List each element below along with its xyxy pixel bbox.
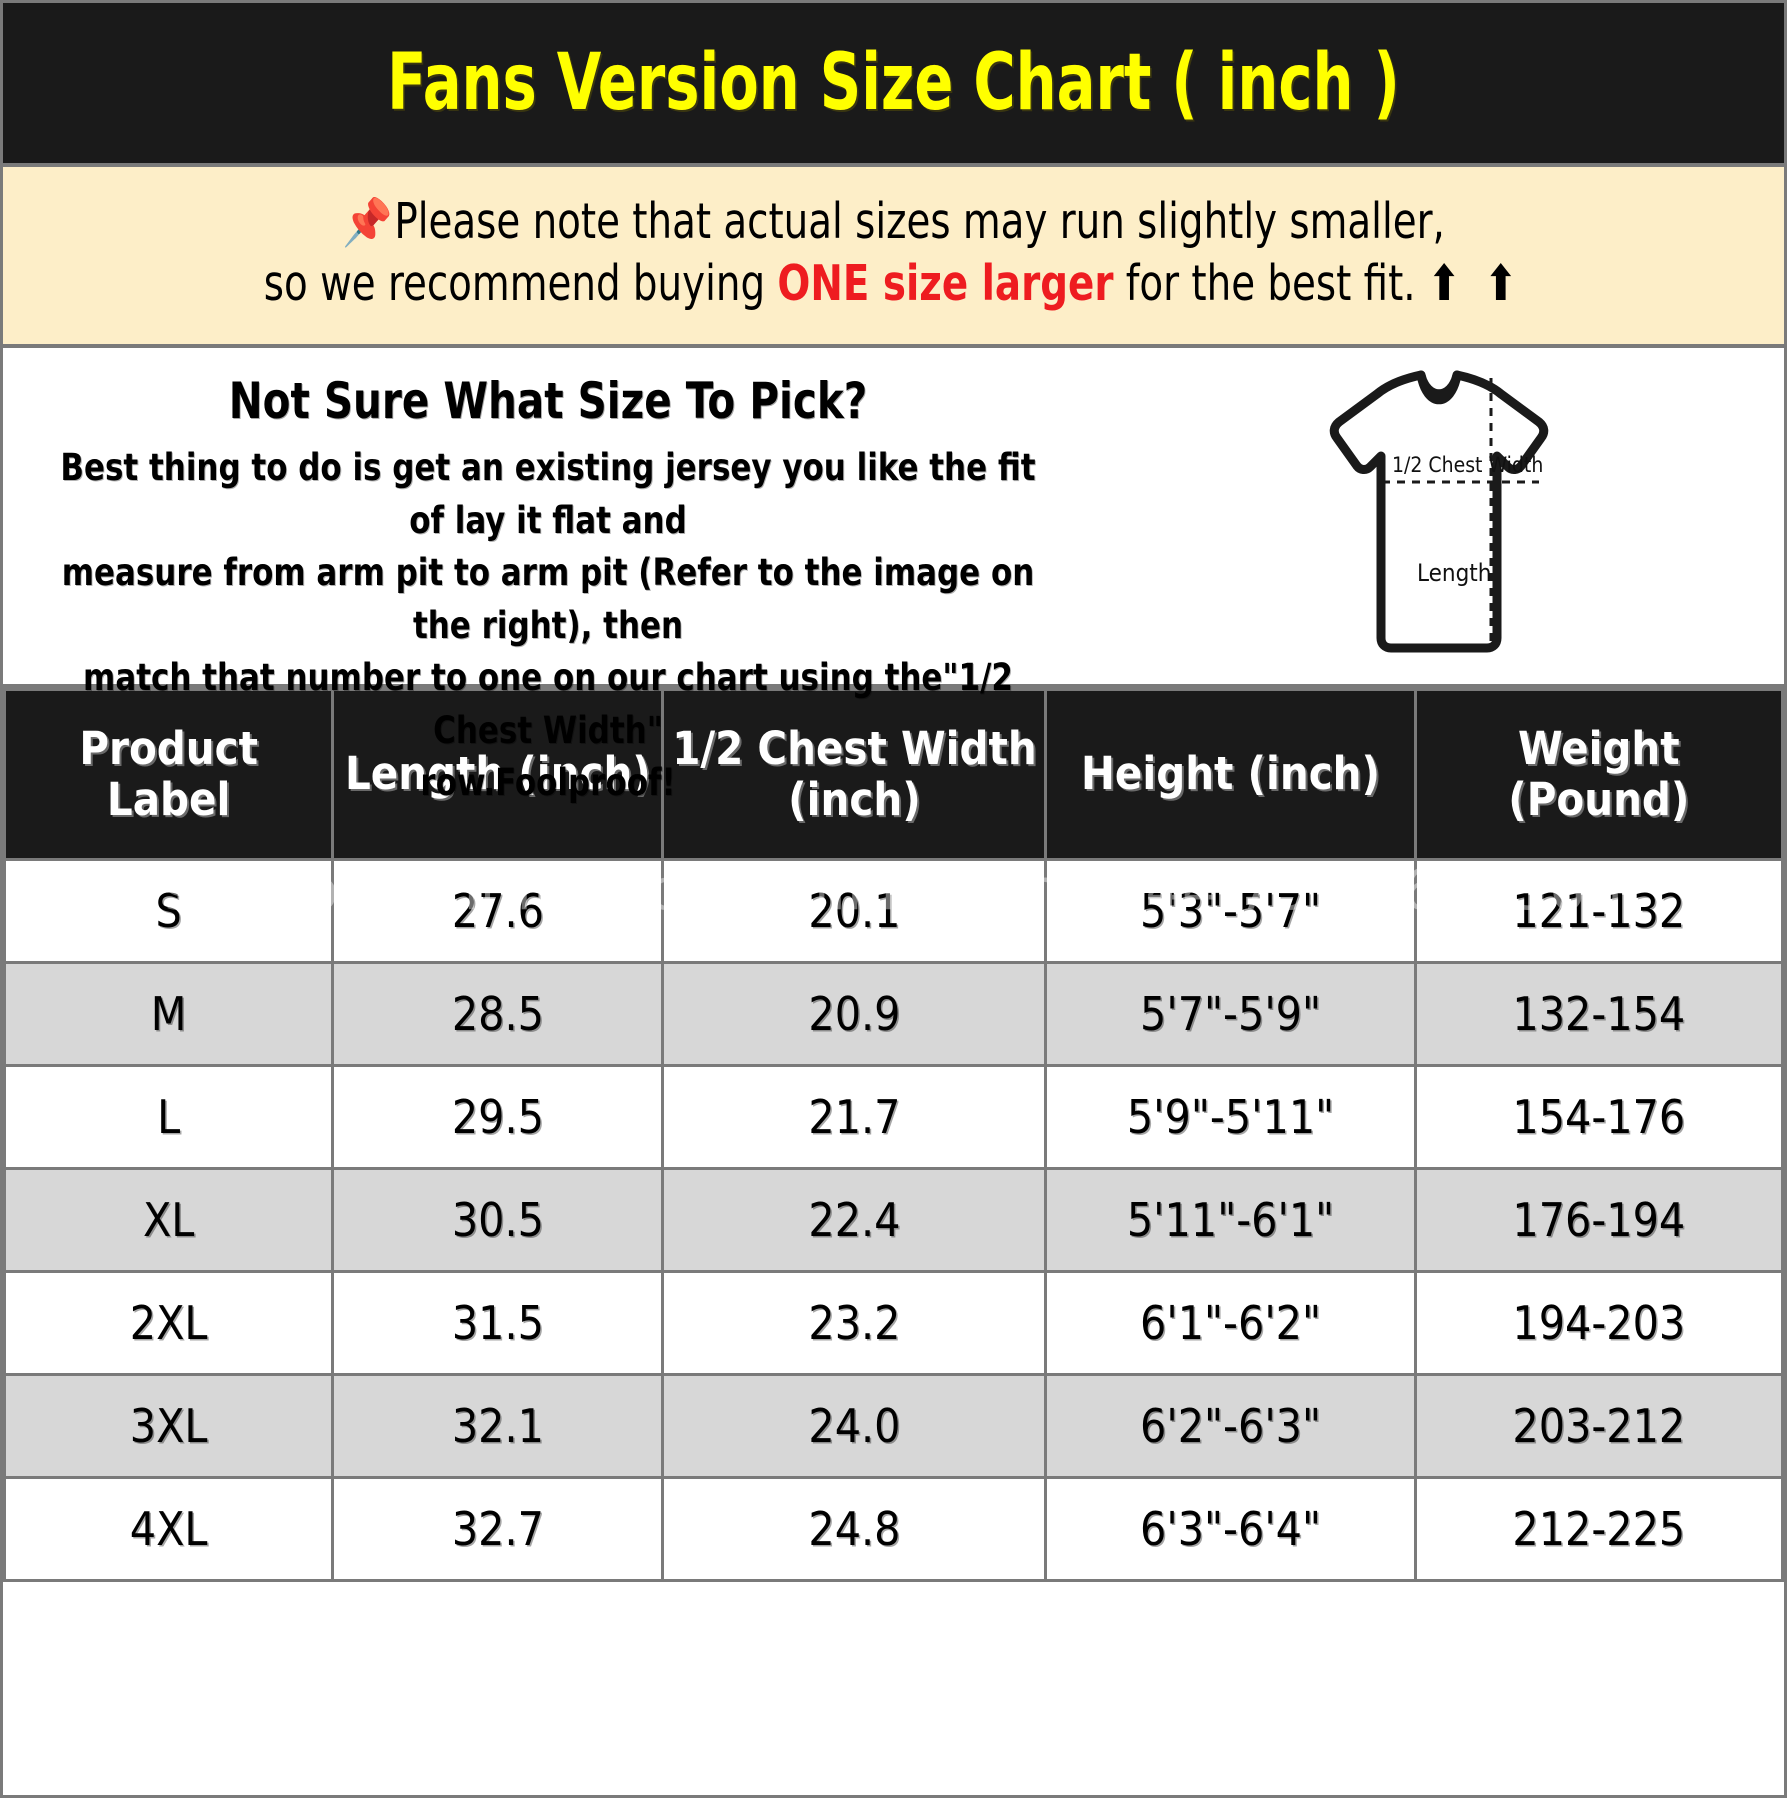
pushpin-icon: 📌 <box>342 195 393 250</box>
table-cell-label: XL <box>3 1167 335 1273</box>
help-body-line-2: measure from arm pit to arm pit (Refer t… <box>61 551 1035 647</box>
length-label: Length <box>1417 559 1491 587</box>
tshirt-diagram-wrap: 1/2 Chest Width Length <box>1093 348 1784 656</box>
column-header-chest-width-line1: 1/2 Chest Width <box>672 722 1037 776</box>
table-row: S 27.6 20.1 5'3"-5'7" 121-132 <box>3 858 1784 964</box>
note-banner: 📌Please note that actual sizes may run s… <box>3 163 1784 348</box>
table-cell-height: 6'1"-6'2" <box>1044 1270 1417 1376</box>
help-body-line-4: row.Foolproof! <box>420 761 676 805</box>
table-cell-chest: 22.4 <box>661 1167 1048 1273</box>
table-cell-weight: 154-176 <box>1413 1064 1784 1170</box>
help-body-line-3: match that number to one on our chart us… <box>83 656 1013 752</box>
table-row: 4XL 32.7 24.8 6'3"-6'4" 212-225 <box>3 1476 1784 1582</box>
table-cell-weight: 176-194 <box>1413 1167 1784 1273</box>
page-title: Fans Version Size Chart ( inch ) <box>387 38 1400 128</box>
column-header-weight-line1: Weight <box>1518 722 1680 776</box>
column-header-product-label: Product Label <box>3 688 335 861</box>
table-cell-chest: 23.2 <box>661 1270 1048 1376</box>
table-row: L 29.5 21.7 5'9"-5'11" 154-176 <box>3 1064 1784 1170</box>
table-cell-weight: 212-225 <box>1413 1476 1784 1582</box>
table-cell-length: 27.6 <box>331 858 665 964</box>
help-text-block: Not Sure What Size To Pick? Best thing t… <box>3 348 1093 810</box>
table-cell-length: 30.5 <box>331 1167 665 1273</box>
table-cell-weight: 121-132 <box>1413 858 1784 964</box>
table-cell-height: 5'11"-6'1" <box>1044 1167 1417 1273</box>
table-header-row: Product Label Length (inch) 1/2 Chest Wi… <box>3 688 1784 861</box>
table-cell-chest: 21.7 <box>661 1064 1048 1170</box>
table-cell-weight: 194-203 <box>1413 1270 1784 1376</box>
help-heading: Not Sure What Size To Pick? <box>228 372 868 430</box>
table-cell-height: 6'2"-6'3" <box>1044 1373 1417 1479</box>
table-cell-height: 6'3"-6'4" <box>1044 1476 1417 1582</box>
table-cell-height: 5'3"-5'7" <box>1044 858 1417 964</box>
help-body: Best thing to do is get an existing jers… <box>50 442 1045 810</box>
note-highlight: ONE size larger <box>777 254 1114 312</box>
arrow-up-icon: ⬆ ⬆ <box>1428 254 1523 312</box>
table-row: M 28.5 20.9 5'7"-5'9" 132-154 <box>3 961 1784 1067</box>
title-banner: Fans Version Size Chart ( inch ) <box>3 3 1784 163</box>
tshirt-body-path <box>1329 370 1548 653</box>
column-header-chest-width-line2: (inch) <box>788 772 921 826</box>
table-row: XL 30.5 22.4 5'11"-6'1" 176-194 <box>3 1167 1784 1273</box>
table-header: Product Label Length (inch) 1/2 Chest Wi… <box>3 688 1784 861</box>
table-cell-label: L <box>3 1064 335 1170</box>
table-row: 3XL 32.1 24.0 6'2"-6'3" 203-212 <box>3 1373 1784 1479</box>
column-header-length-line1: Length (inch) <box>344 747 651 801</box>
table-cell-length: 31.5 <box>331 1270 665 1376</box>
table-cell-weight: 132-154 <box>1413 961 1784 1067</box>
column-header-product-label-line2: Label <box>106 772 231 826</box>
tshirt-diagram-icon: 1/2 Chest Width Length <box>1329 370 1548 653</box>
table-cell-chest: 20.9 <box>661 961 1048 1067</box>
column-header-weight: Weight (Pound) <box>1413 688 1784 861</box>
column-header-height: Height (inch) <box>1044 688 1417 861</box>
table-cell-height: 5'7"-5'9" <box>1044 961 1417 1067</box>
tshirt-collar-path <box>1416 370 1461 405</box>
table-cell-length: 32.7 <box>331 1476 665 1582</box>
table-cell-label: 2XL <box>3 1270 335 1376</box>
help-body-line-1: Best thing to do is get an existing jers… <box>60 446 1036 542</box>
table-cell-label: M <box>3 961 335 1067</box>
column-header-chest-width: 1/2 Chest Width (inch) <box>661 688 1048 861</box>
help-section: Not Sure What Size To Pick? Best thing t… <box>3 348 1784 804</box>
table-cell-chest: 24.0 <box>661 1373 1048 1479</box>
note-line-1-text: Please note that actual sizes may run sl… <box>394 193 1445 251</box>
column-header-height-line1: Height (inch) <box>1081 747 1381 801</box>
note-line-2-prefix: so we recommend buying <box>264 254 778 312</box>
table-body: S 27.6 20.1 5'3"-5'7" 121-132 M 28.5 20.9 5'7"-5… <box>3 858 1784 1582</box>
note-line-1: 📌Please note that actual sizes may run s… <box>342 191 1445 252</box>
table-row: 2XL 31.5 23.2 6'1"-6'2" 194-203 <box>3 1270 1784 1376</box>
size-chart-table: Product Label Length (inch) 1/2 Chest Wi… <box>3 688 1784 1582</box>
column-header-length: Length (inch) <box>331 688 665 861</box>
table-cell-label: S <box>3 858 335 964</box>
table-cell-label: 4XL <box>3 1476 335 1582</box>
table-cell-label: 3XL <box>3 1373 335 1479</box>
table-cell-length: 32.1 <box>331 1373 665 1479</box>
column-header-product-label-line1: Product <box>79 722 258 776</box>
chest-width-label: 1/2 Chest Width <box>1392 453 1543 477</box>
column-header-weight-line2: (Pound) <box>1508 772 1690 826</box>
table-cell-length: 28.5 <box>331 961 665 1067</box>
table-cell-weight: 203-212 <box>1413 1373 1784 1479</box>
note-line-2: so we recommend buying ONE size larger f… <box>264 253 1522 314</box>
table-cell-length: 29.5 <box>331 1064 665 1170</box>
table-cell-chest: 20.1 <box>661 858 1048 964</box>
table-cell-chest: 24.8 <box>661 1476 1048 1582</box>
note-line-2-suffix: for the best fit. <box>1113 254 1429 312</box>
table-cell-height: 5'9"-5'11" <box>1044 1064 1417 1170</box>
